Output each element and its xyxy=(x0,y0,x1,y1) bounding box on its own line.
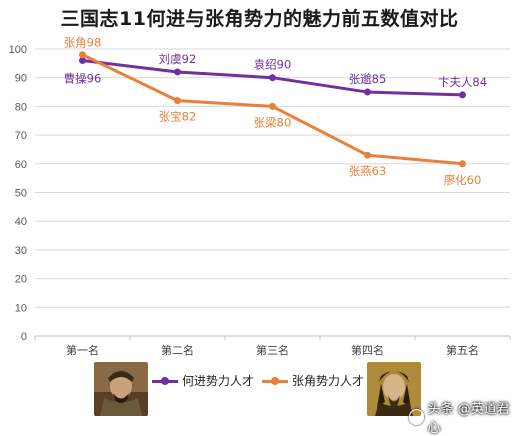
data-point xyxy=(459,91,466,99)
x-tick-label: 第四名 xyxy=(351,343,384,357)
y-tick-label: 30 xyxy=(15,245,27,257)
zhangjiao-portrait xyxy=(367,362,421,416)
y-tick-label: 40 xyxy=(15,216,27,228)
data-point xyxy=(364,88,371,96)
y-tick-label: 100 xyxy=(9,44,27,56)
line-chart: 0 10 20 30 40 50 60 70 80 90 100 第一名 第二名 第三名 第四名 第五名 曹操9… xyxy=(9,36,511,357)
data-label: 卞夫人84 xyxy=(438,75,487,89)
data-point xyxy=(269,74,276,82)
legend-swatch-hejin xyxy=(152,376,178,386)
y-tick-label: 80 xyxy=(15,101,27,113)
data-label: 刘虞92 xyxy=(159,52,197,66)
data-label: 张角98 xyxy=(64,36,102,50)
x-tick-label: 第三名 xyxy=(256,343,289,357)
data-label: 廖化60 xyxy=(444,173,482,187)
data-label: 曹操96 xyxy=(64,71,102,85)
y-tick-label: 90 xyxy=(15,73,27,85)
legend-swatch-zhangjiao xyxy=(262,376,288,386)
hejin-portrait xyxy=(94,362,148,416)
watermark: 头条 @英道君心 xyxy=(406,398,519,436)
watermark-icon xyxy=(409,409,425,425)
data-point xyxy=(79,51,86,59)
chart-title: 三国志11何进与张角势力的魅力前五数值对比 xyxy=(60,8,459,30)
data-point xyxy=(174,68,181,76)
x-tick-label: 第一名 xyxy=(66,343,99,357)
y-tick-label: 10 xyxy=(15,302,27,314)
data-point xyxy=(174,97,181,105)
y-tick-label: 70 xyxy=(15,130,27,142)
data-point xyxy=(364,151,371,159)
watermark-text: 头条 @英道君心 xyxy=(427,402,510,436)
legend-item-zhangjiao: 张角势力人才 xyxy=(262,372,364,389)
data-label: 张燕63 xyxy=(349,164,387,178)
data-label: 张邈85 xyxy=(349,72,387,86)
legend-label-zhangjiao: 张角势力人才 xyxy=(292,374,365,388)
legend-label-hejin: 何进势力人才 xyxy=(182,374,255,388)
data-label: 袁绍90 xyxy=(254,58,292,72)
x-tick-label: 第二名 xyxy=(161,343,194,357)
x-tick-label: 第五名 xyxy=(446,343,479,357)
y-tick-label: 20 xyxy=(15,274,27,286)
legend-item-hejin: 何进势力人才 xyxy=(152,372,254,389)
y-tick-label: 0 xyxy=(21,331,27,343)
data-label: 张梁80 xyxy=(254,115,292,129)
data-point xyxy=(79,56,86,64)
data-label: 张宝82 xyxy=(159,110,197,124)
data-point xyxy=(459,160,466,168)
data-point xyxy=(269,102,276,110)
y-tick-label: 50 xyxy=(15,188,27,200)
y-tick-label: 60 xyxy=(15,159,27,171)
